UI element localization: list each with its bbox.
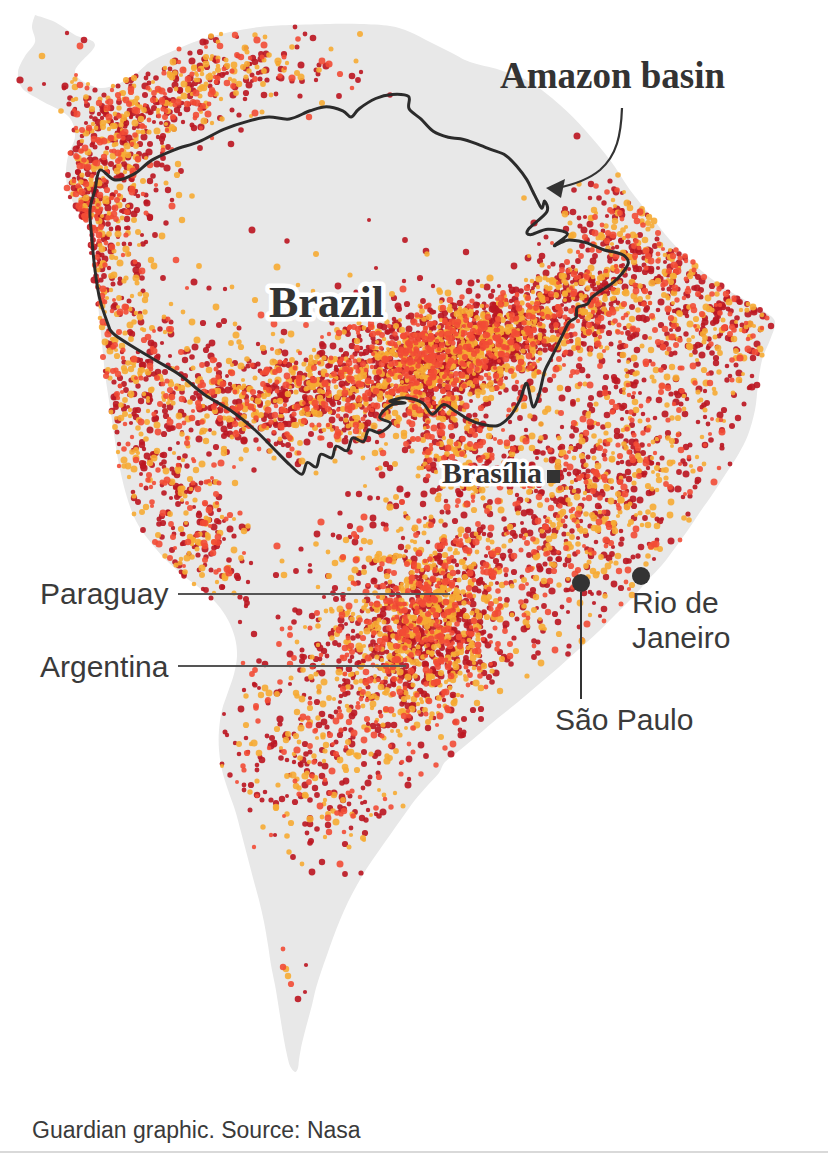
svg-text:São Paulo: São Paulo	[555, 703, 693, 736]
svg-text:Rio de: Rio de	[632, 586, 719, 619]
svg-text:Paraguay: Paraguay	[40, 577, 168, 610]
svg-text:Argentina: Argentina	[40, 650, 169, 683]
svg-text:Brazil: Brazil	[269, 278, 384, 327]
svg-text:Amazon basin: Amazon basin	[500, 55, 726, 96]
svg-text:Guardian graphic. Source: Nasa: Guardian graphic. Source: Nasa	[32, 1117, 361, 1143]
svg-text:Brasília: Brasília	[442, 456, 542, 489]
svg-text:Janeiro: Janeiro	[632, 621, 730, 654]
